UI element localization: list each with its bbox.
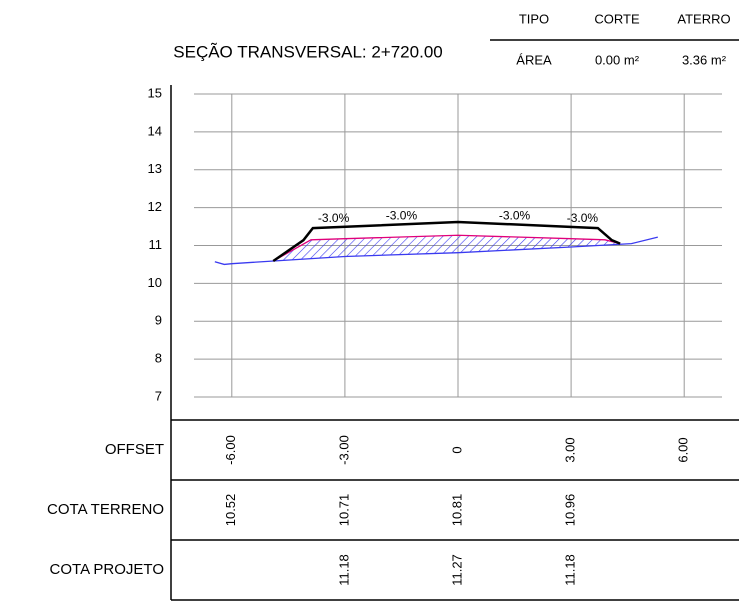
slope-label: -3.0% [499, 209, 531, 223]
slope-label: -3.0% [567, 211, 599, 225]
series-line [214, 236, 658, 266]
y-tick-label: 13 [148, 161, 162, 176]
cell-value: 11.27 [449, 554, 464, 586]
x-tick-label: 6.00 [676, 437, 691, 462]
cell-value: 10.96 [563, 494, 578, 527]
y-tick-label: 15 [148, 85, 162, 100]
summary-value: 0.00 m² [595, 52, 640, 67]
x-tick-label: 3.00 [563, 437, 578, 462]
summary-header: ATERRO [677, 11, 730, 26]
summary-header: TIPO [519, 11, 549, 26]
summary-header: CORTE [594, 11, 640, 26]
x-tick-label: -3.00 [336, 435, 351, 465]
y-tick-label: 7 [155, 388, 162, 403]
series-line [272, 220, 621, 263]
slope-label: -3.0% [318, 211, 350, 225]
row-label: OFFSET [105, 441, 164, 458]
chart-title: SEÇÃO TRANSVERSAL: 2+720.00 [173, 42, 442, 61]
y-tick-label: 9 [155, 313, 162, 328]
y-tick-label: 12 [148, 199, 162, 214]
x-tick-label: 0 [449, 446, 464, 453]
cell-value: 11.18 [336, 554, 351, 586]
y-tick-label: 8 [155, 351, 162, 366]
y-tick-label: 11 [149, 237, 163, 252]
slope-label: -3.0% [386, 209, 418, 223]
row-label: COTA PROJETO [50, 561, 164, 578]
y-tick-label: 14 [148, 123, 162, 138]
fill-hatch [273, 235, 621, 262]
x-tick-label: -6.00 [223, 435, 238, 465]
summary-row-label: ÁREA [516, 52, 552, 67]
cell-value: 10.71 [336, 494, 351, 527]
summary-value: 3.36 m² [682, 52, 727, 67]
cell-value: 10.52 [223, 494, 238, 527]
cell-value: 11.18 [563, 554, 578, 586]
series-line [272, 234, 621, 262]
row-label: COTA TERRENO [47, 501, 164, 518]
y-tick-label: 10 [148, 275, 162, 290]
cell-value: 10.81 [449, 494, 464, 527]
